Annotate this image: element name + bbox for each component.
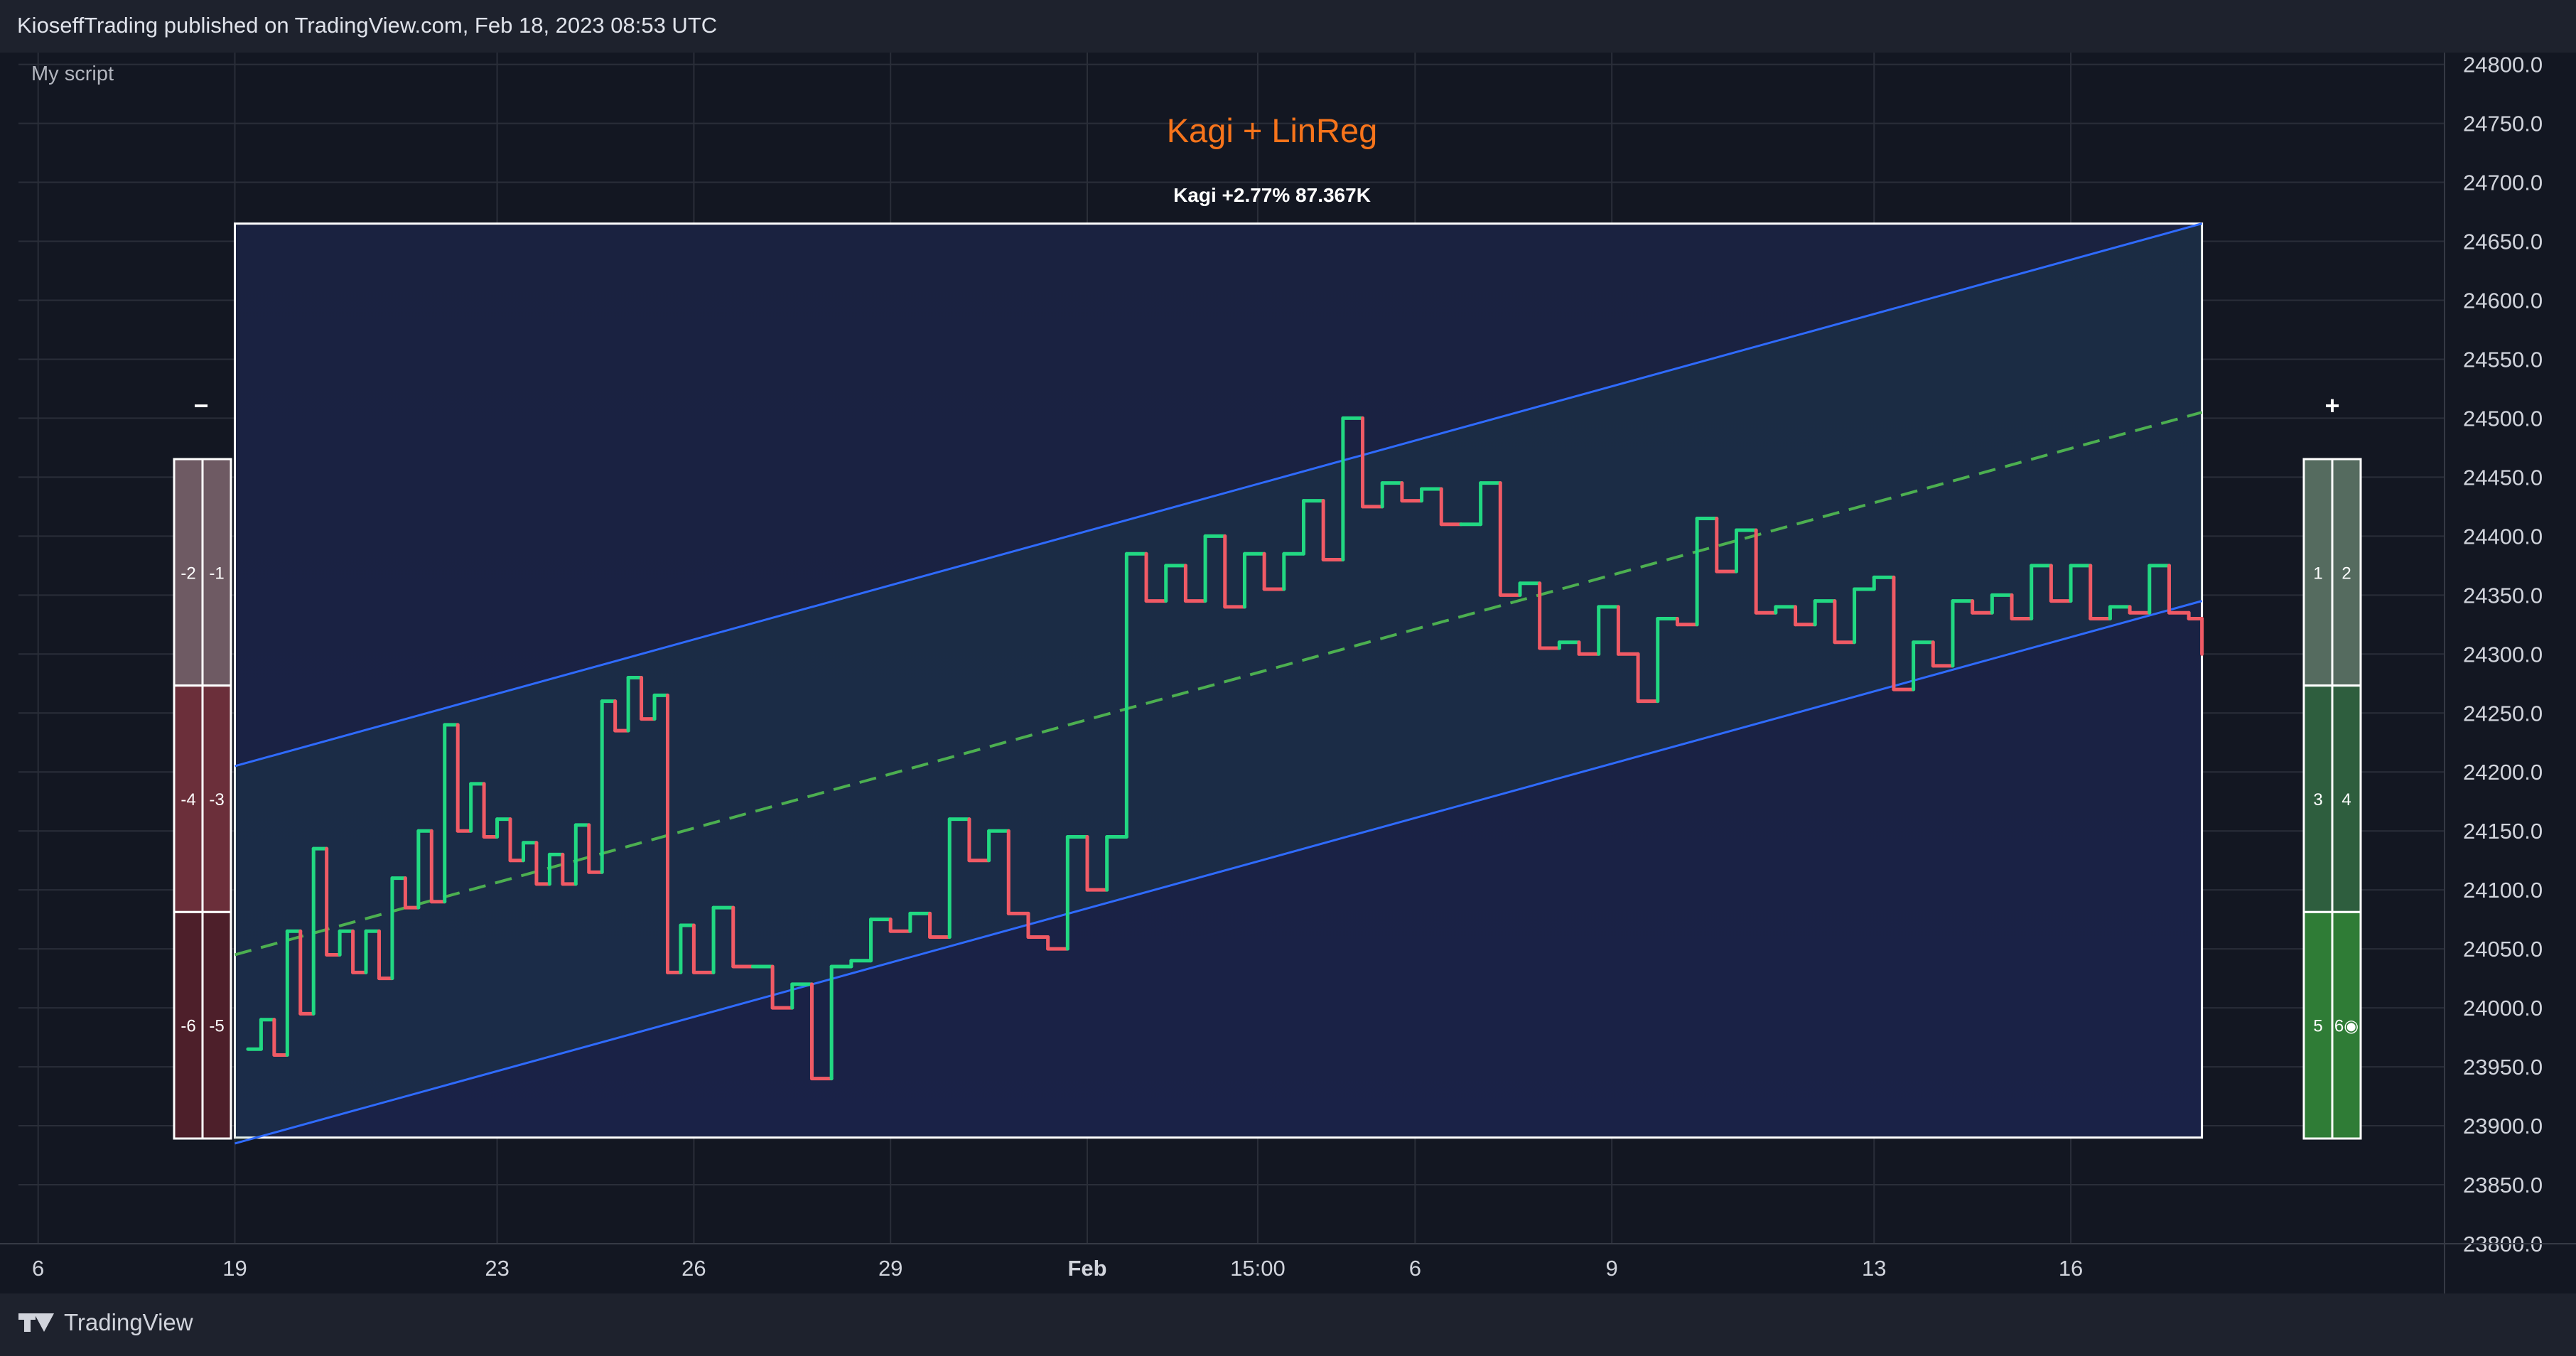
- x-tick-label: 6: [32, 1256, 44, 1281]
- y-tick-label: 23950.0: [2463, 1055, 2543, 1080]
- right_grid-cell: [2331, 684, 2362, 913]
- right_grid-cell: [2331, 458, 2362, 687]
- publisher-line: KioseffTrading published on TradingView.…: [17, 13, 718, 38]
- x-tick-label: 26: [681, 1256, 706, 1281]
- x-tick-label: 29: [878, 1256, 902, 1281]
- x-tick-label: 6: [1409, 1256, 1421, 1281]
- side-grids: -2 -1 -4 -3 -6 -5 1 2 3 4 5 6◉ + −: [173, 391, 2362, 1140]
- direction-plus-label: +: [2324, 391, 2339, 420]
- right_grid-label: 2: [2341, 564, 2351, 583]
- y-tick-label: 24650.0: [2463, 230, 2543, 254]
- footer-bar: TradingView: [0, 1293, 2576, 1356]
- left_grid-cell: [201, 910, 232, 1140]
- y-tick-label: 24450.0: [2463, 465, 2543, 490]
- left_grid-label: -1: [209, 564, 224, 583]
- y-tick-label: 23900.0: [2463, 1114, 2543, 1139]
- channel-fill: [235, 223, 2202, 1144]
- left_grid-label: -4: [180, 790, 195, 809]
- y-tick-label: 24300.0: [2463, 642, 2543, 667]
- right_grid-cell: [2302, 910, 2334, 1140]
- y-tick-label: 24100.0: [2463, 878, 2543, 903]
- kagi-line: [246, 416, 2204, 1081]
- right_grid-label: 4: [2341, 790, 2351, 809]
- left_grid-label: -6: [180, 1017, 195, 1036]
- lower-channel-line: [235, 600, 2202, 1145]
- brand-label: TradingView: [64, 1309, 193, 1335]
- left_grid-label: -5: [209, 1017, 224, 1036]
- x-tick-label: 15:00: [1230, 1256, 1286, 1281]
- upper-channel-line: [235, 222, 2202, 768]
- y-tick-label: 24750.0: [2463, 112, 2543, 136]
- x-tick-label: Feb: [1067, 1256, 1106, 1281]
- x-tick-label: 9: [1606, 1256, 1618, 1281]
- x-tick-label: 19: [222, 1256, 247, 1281]
- chart-title: Kagi + LinReg: [1167, 112, 1378, 149]
- y-tick-label: 24150.0: [2463, 819, 2543, 844]
- y-tick-label: 24500.0: [2463, 406, 2543, 431]
- x-tick-label: 23: [485, 1256, 509, 1281]
- right_grid-cell: [2302, 684, 2334, 913]
- y-tick-label: 24550.0: [2463, 347, 2543, 372]
- direction-minus-label: −: [193, 391, 208, 420]
- right_grid-label: 5: [2313, 1017, 2322, 1036]
- left_grid-cell: [201, 458, 232, 687]
- y-tick-label: 24400.0: [2463, 524, 2543, 549]
- y-tick-label: 24000.0: [2463, 996, 2543, 1021]
- y-tick-label: 24600.0: [2463, 288, 2543, 313]
- publish-header: KioseffTrading published on TradingView.…: [0, 0, 2576, 53]
- left_grid-cell: [173, 684, 204, 913]
- tradingview-brand[interactable]: TradingView: [18, 1309, 193, 1336]
- channel-box-rect: [233, 222, 2204, 1139]
- left_grid-label: -3: [209, 790, 224, 809]
- y-tick-label: 24350.0: [2463, 583, 2543, 608]
- right_grid-cell: [2302, 458, 2334, 687]
- chart-subtitle: Kagi +2.77% 87.367K: [1173, 184, 1371, 206]
- y-tick-label: 23850.0: [2463, 1173, 2543, 1198]
- x-tick-label: 13: [1862, 1256, 1886, 1281]
- y-tick-label: 24200.0: [2463, 760, 2543, 785]
- right_grid-label: 6◉: [2334, 1017, 2359, 1036]
- tradingview-logo-icon: [18, 1312, 57, 1333]
- right_grid-cell: [2331, 910, 2362, 1140]
- left_grid-cell: [201, 684, 232, 913]
- y-tick-label: 24700.0: [2463, 171, 2543, 195]
- left_grid-cell: [173, 910, 204, 1140]
- y-tick-label: 24250.0: [2463, 701, 2543, 726]
- x-tick-label: 16: [2059, 1256, 2083, 1281]
- left_grid-label: -2: [180, 564, 195, 583]
- channel-box: [233, 222, 2204, 1139]
- script-name: My script: [31, 63, 114, 85]
- right_grid-label: 1: [2313, 564, 2322, 583]
- y-tick-label: 24050.0: [2463, 937, 2543, 962]
- right_grid-label: 3: [2313, 790, 2322, 809]
- axes: 24800.0 24750.0 24700.0 24650.0 24600.0 24550…: [0, 53, 2576, 1293]
- y-tick-label: 24800.0: [2463, 53, 2543, 77]
